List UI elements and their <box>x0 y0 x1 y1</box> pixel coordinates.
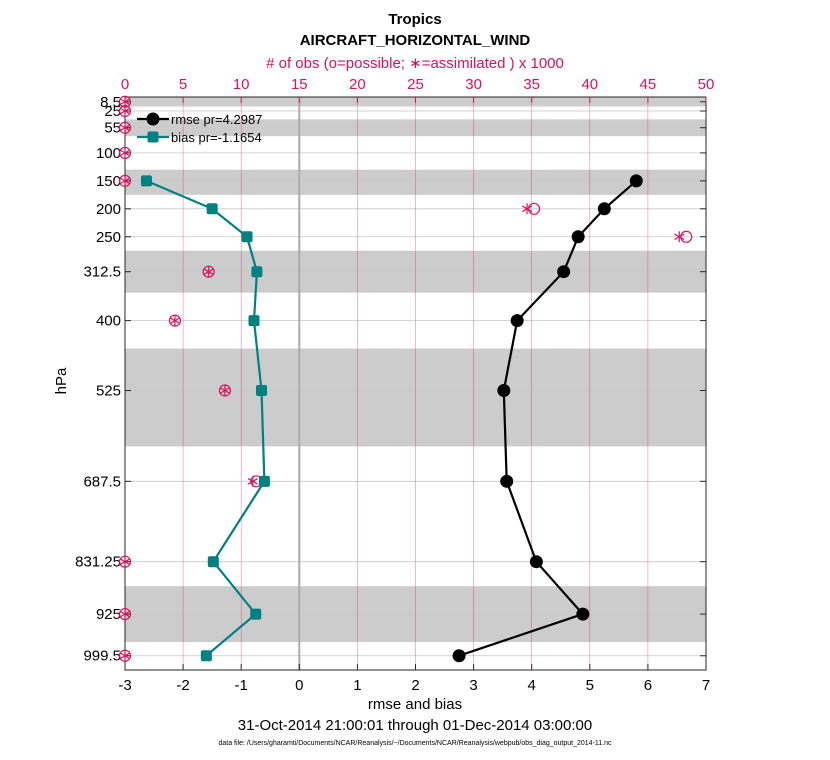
bias-point <box>256 384 268 396</box>
y-tick-label: 687.5 <box>83 473 121 490</box>
y-tick-label: 200 <box>96 201 121 218</box>
x-tick-label: 2 <box>411 677 419 694</box>
x-tick-label: 7 <box>702 677 710 694</box>
obs-assimilated-marker <box>219 387 230 394</box>
rmse-point <box>571 230 585 244</box>
legend-marker-rmse <box>146 112 160 126</box>
obs-possible-marker <box>680 230 693 243</box>
obs-assimilated-marker <box>247 478 258 485</box>
obs-assimilated-marker <box>119 124 131 132</box>
top-tick-label: 15 <box>291 76 308 93</box>
bias-point <box>200 650 212 662</box>
x-tick-label: 4 <box>528 677 536 694</box>
top-axis-label: # of obs (o=possible; ∗=assimilated ) x … <box>266 55 564 72</box>
chart-title: Tropics <box>388 11 441 28</box>
rmse-point <box>500 474 514 488</box>
obs-assimilated-marker <box>119 177 131 185</box>
obs-assimilated-marker <box>119 652 131 660</box>
obs-assimilated-marker <box>521 205 533 213</box>
legend-marker-bias <box>147 131 159 143</box>
y-tick-label: 831.25 <box>75 554 121 571</box>
x-tick-label: 5 <box>586 677 594 694</box>
obs-assimilated-marker <box>119 610 131 618</box>
x-tick-label: 6 <box>644 677 652 694</box>
y-tick-label: 100 <box>96 145 121 162</box>
obs-assimilated-marker <box>674 233 685 241</box>
y-tick-label: 312.5 <box>83 264 121 281</box>
obs-assimilated-marker <box>119 98 131 106</box>
top-tick-label: 45 <box>640 76 657 93</box>
x-axis-label: rmse and bias <box>368 696 462 713</box>
bias-point <box>241 231 253 243</box>
y-tick-label: 25 <box>104 103 121 120</box>
x-tick-label: -2 <box>176 677 189 694</box>
y-tick-label: 55 <box>104 120 121 137</box>
bias-point <box>258 475 270 487</box>
y-axis-label: hPa <box>53 367 70 394</box>
obs-assimilated-marker <box>203 268 214 275</box>
bias-point <box>206 203 218 215</box>
x-tick-label: -1 <box>235 677 248 694</box>
bias-point <box>251 266 263 278</box>
rmse-point <box>557 265 571 279</box>
obs-assimilated-marker <box>169 317 181 324</box>
obs-assimilated-marker <box>119 107 131 115</box>
legend-label-rmse: rmse pr=4.2987 <box>171 112 262 127</box>
top-tick-label: 30 <box>465 76 482 93</box>
rmse-point <box>510 314 524 328</box>
top-tick-label: 25 <box>407 76 424 93</box>
x-tick-label: 3 <box>469 677 477 694</box>
y-tick-label: 525 <box>96 382 121 399</box>
bias-line <box>146 179 266 657</box>
obs-possible-marker <box>527 202 541 215</box>
rmse-point <box>576 607 590 621</box>
y-tick-label: 250 <box>96 229 121 246</box>
top-tick-label: 0 <box>121 76 129 93</box>
bias-point <box>248 315 260 327</box>
bias-point <box>250 608 262 620</box>
plot-area: -3 -2 -1 0 1 2 3 4 5 6 70 5 10 15 20 25 30 35 40 45 508.5255… <box>75 76 714 694</box>
bias-point <box>207 556 219 568</box>
x-tick-label: 0 <box>295 677 303 694</box>
top-tick-label: 35 <box>523 76 540 93</box>
top-tick-label: 5 <box>179 76 187 93</box>
y-tick-label: 999.5 <box>83 648 121 665</box>
x-tick-label: 1 <box>353 677 361 694</box>
rmse-point <box>529 555 543 569</box>
x-tick-label: -3 <box>118 677 131 694</box>
y-tick-label: 925 <box>96 606 121 623</box>
rmse-point <box>597 202 611 216</box>
obs-assimilated-marker <box>119 149 131 157</box>
top-tick-label: 20 <box>349 76 366 93</box>
top-tick-label: 10 <box>233 76 250 93</box>
legend-label-bias: bias pr=-1.1654 <box>171 130 262 145</box>
data-file-footer: data file: /Users/gharamti/Documents/NCA… <box>218 740 612 747</box>
rmse-line <box>458 180 638 657</box>
y-tick-label: 8.5 <box>100 94 121 111</box>
bias-point <box>140 175 152 187</box>
date-range: 31-Oct-2014 21:00:01 through 01-Dec-2014… <box>238 717 592 734</box>
y-tick-label: 150 <box>96 173 121 190</box>
top-tick-label: 40 <box>581 76 598 93</box>
y-tick-label: 400 <box>96 313 121 330</box>
top-tick-label: 50 <box>698 76 715 93</box>
chart-subtitle: AIRCRAFT_HORIZONTAL_WIND <box>300 32 531 49</box>
rmse-point <box>497 383 511 397</box>
rmse-point <box>629 174 643 188</box>
obs-assimilated-marker <box>119 558 131 565</box>
rmse-point <box>452 649 466 663</box>
